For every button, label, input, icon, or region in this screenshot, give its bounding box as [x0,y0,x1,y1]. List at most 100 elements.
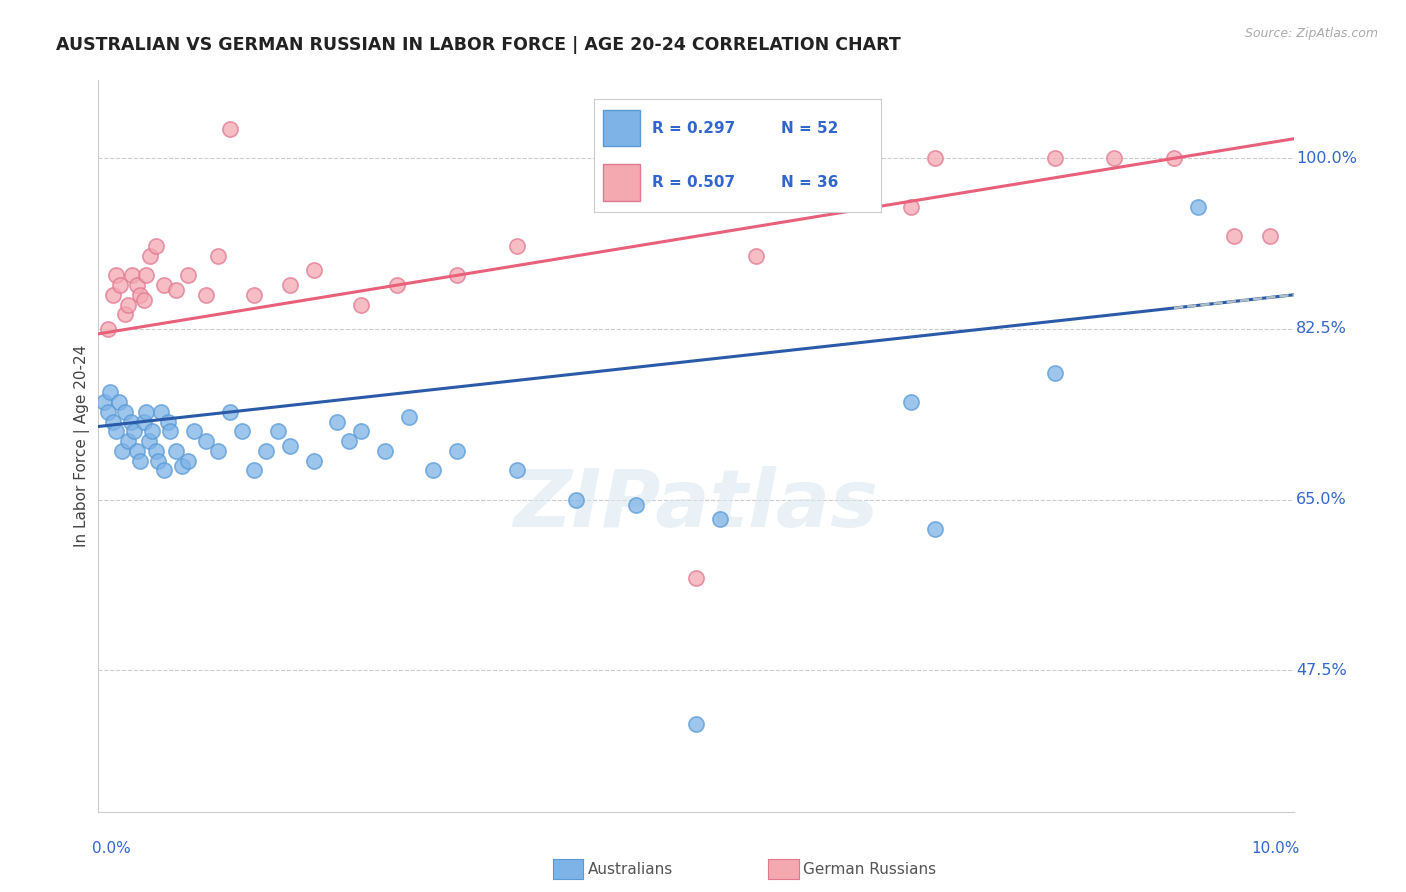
Point [207,443,229,458]
Point [350,425,373,439]
Text: 82.5%: 82.5% [1296,321,1347,336]
Text: R = 0.507: R = 0.507 [652,175,735,190]
Point [207,249,229,263]
Point [101,288,124,302]
Point [107,395,129,409]
Point [709,512,731,526]
Point [135,405,157,419]
Point [139,249,162,263]
Point [101,415,124,429]
Point [243,463,266,477]
Point [506,239,529,253]
Point [231,425,253,439]
Text: German Russians: German Russians [803,863,936,877]
Point [1102,151,1125,165]
Point [374,443,396,458]
Point [141,425,163,439]
Point [339,434,360,449]
Point [350,297,373,311]
Point [177,453,200,467]
Point [1222,229,1246,244]
Text: 0.0%: 0.0% [93,841,131,856]
Point [506,463,529,477]
Point [148,453,170,467]
Text: 100.0%: 100.0% [1296,151,1357,166]
Point [120,415,142,429]
Point [183,425,205,439]
Point [121,268,143,283]
Y-axis label: In Labor Force | Age 20-24: In Labor Force | Age 20-24 [75,345,90,547]
Point [159,425,181,439]
Point [565,492,588,507]
Text: Australians: Australians [588,863,673,877]
Point [105,425,128,439]
Point [97,405,120,419]
Point [1043,151,1066,165]
Point [117,434,139,449]
Point [145,239,167,253]
Point [624,151,647,165]
Point [1043,366,1066,380]
Point [326,415,349,429]
Text: 65.0%: 65.0% [1296,492,1347,508]
Point [177,268,200,283]
Point [446,443,468,458]
Point [135,268,157,283]
Point [129,288,152,302]
Point [165,283,187,297]
Point [398,409,420,424]
Text: AUSTRALIAN VS GERMAN RUSSIAN IN LABOR FORCE | AGE 20-24 CORRELATION CHART: AUSTRALIAN VS GERMAN RUSSIAN IN LABOR FO… [56,36,901,54]
Point [129,453,152,467]
Point [685,571,707,585]
Point [924,522,946,536]
Point [172,458,194,473]
Point [125,278,148,293]
Point [1187,200,1209,214]
Point [98,385,122,400]
Point [219,405,242,419]
Point [900,200,922,214]
Point [302,453,325,467]
Bar [603,110,640,146]
Point [124,425,146,439]
Text: N = 36: N = 36 [780,175,838,190]
Point [685,717,707,731]
Point [194,288,218,302]
Point [145,443,167,458]
Point [138,434,160,449]
Point [165,443,187,458]
Point [125,443,148,458]
Point [278,439,301,453]
Point [243,288,266,302]
Point [149,405,172,419]
Point [446,268,468,283]
Point [1163,151,1185,165]
Point [97,322,120,336]
Point [114,307,136,321]
Text: R = 0.297: R = 0.297 [652,120,735,136]
Text: ZIPatlas: ZIPatlas [513,466,879,543]
Point [422,463,444,477]
Point [745,249,768,263]
Point [924,151,946,165]
Point [117,297,139,311]
Bar [603,164,640,201]
Point [132,415,155,429]
Point [108,278,131,293]
Text: 47.5%: 47.5% [1296,663,1347,678]
Point [900,395,922,409]
Point [254,443,277,458]
Point [153,463,176,477]
Text: N = 52: N = 52 [780,120,838,136]
Point [278,278,301,293]
Point [1258,229,1281,244]
Point [114,405,136,419]
Point [156,415,179,429]
Point [153,278,176,293]
Point [194,434,218,449]
Point [93,395,115,409]
Point [302,263,325,277]
Point [111,443,134,458]
Text: Source: ZipAtlas.com: Source: ZipAtlas.com [1244,27,1378,40]
Point [132,293,155,307]
